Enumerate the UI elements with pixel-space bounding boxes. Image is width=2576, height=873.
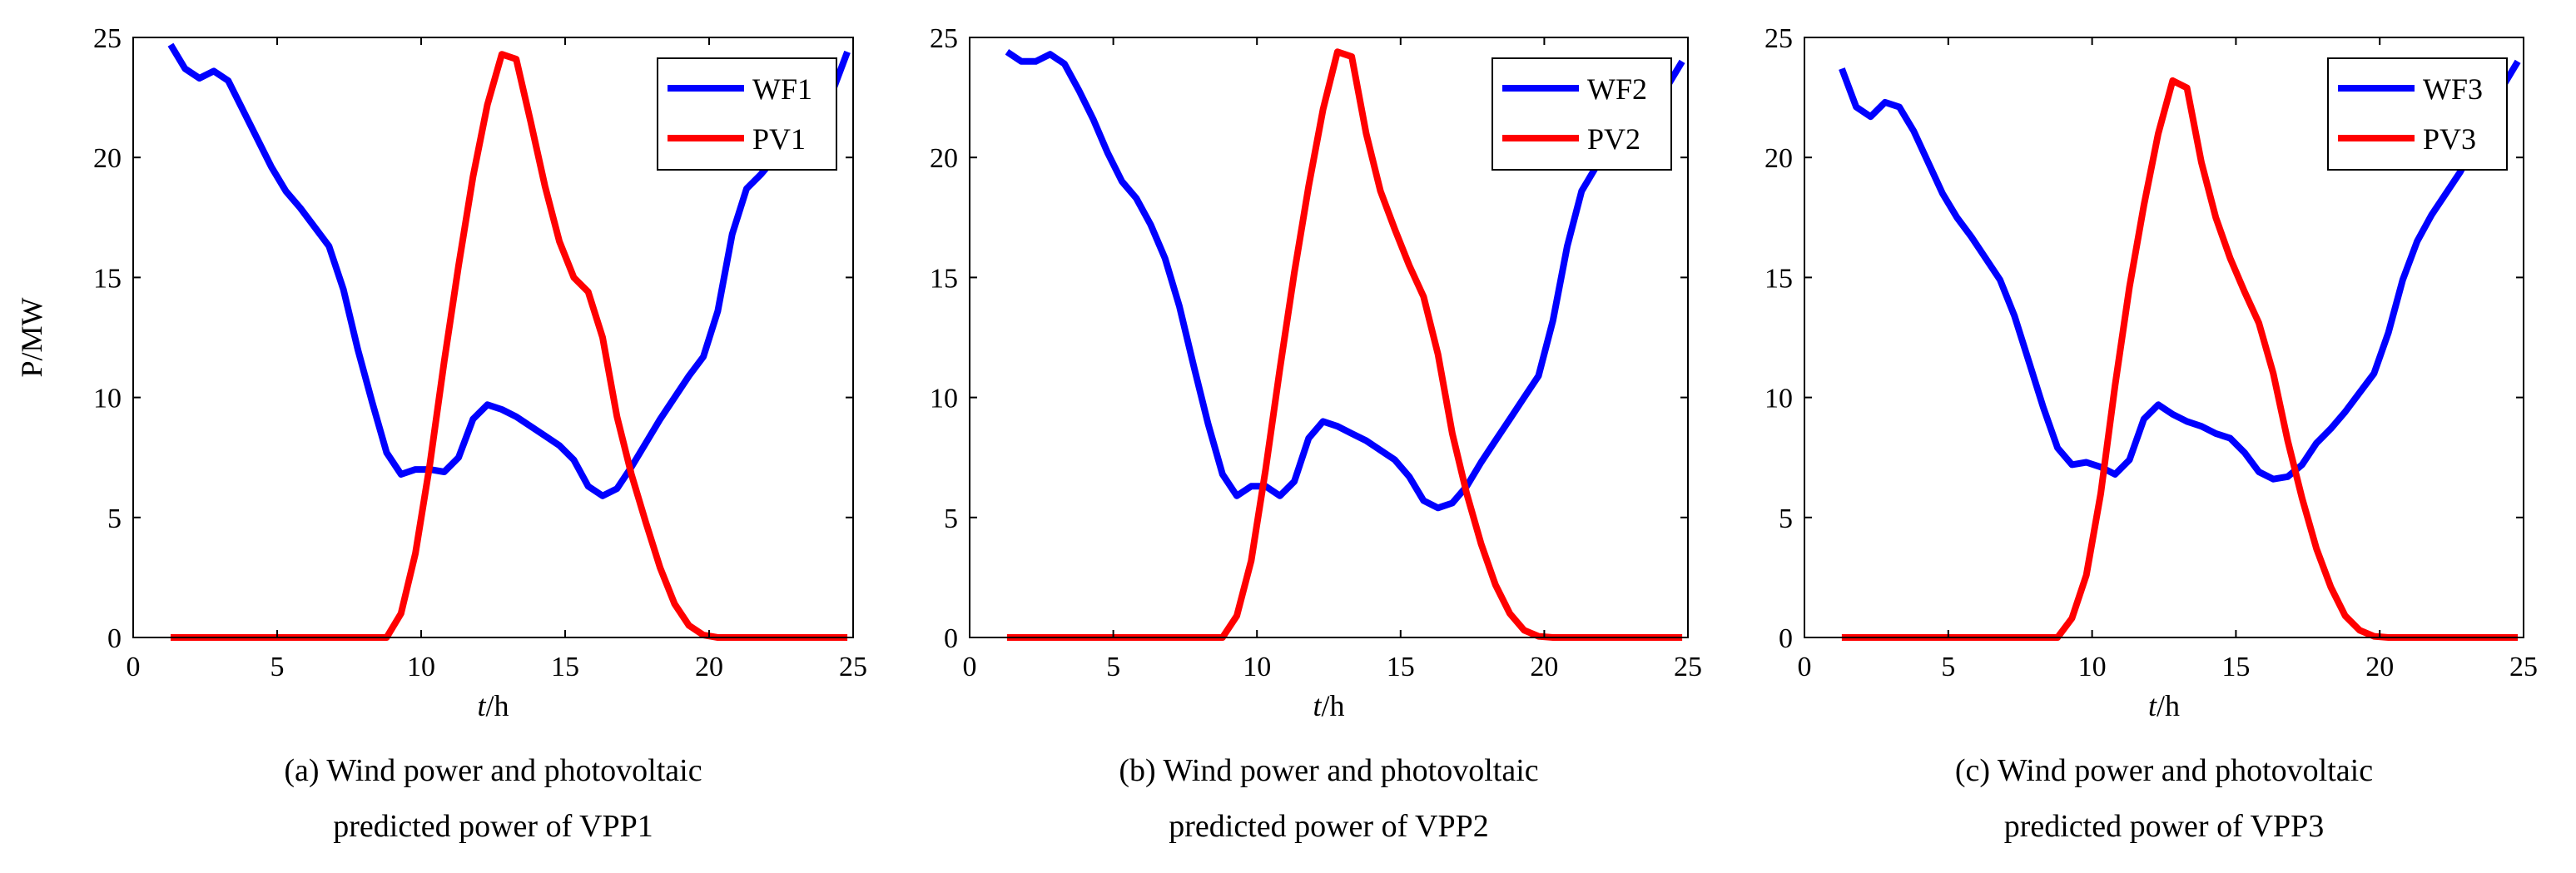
- series-line-pv3: [1841, 77, 2519, 641]
- x-tick-label: 20: [1530, 652, 1558, 682]
- x-tick-label: 0: [963, 652, 977, 682]
- x-axis-label-variable: t: [2148, 689, 2157, 722]
- y-axis-label: P/MW: [15, 297, 48, 377]
- legend-label-wf1: WF1: [752, 72, 812, 106]
- x-tick-label: 10: [407, 652, 435, 682]
- caption-line-1: (b) Wind power and photovoltaic: [1119, 753, 1538, 788]
- legend-box: [1491, 57, 1672, 171]
- legend-box: [657, 57, 837, 171]
- legend-label-pv3: PV3: [2423, 122, 2476, 156]
- x-tick-label: 25: [2509, 652, 2538, 682]
- y-tick-label: 15: [930, 263, 958, 294]
- plot-frame: [969, 37, 1689, 638]
- x-tick-label: 25: [1674, 652, 1702, 682]
- legend-label-pv1: PV1: [752, 122, 806, 156]
- caption-line-2: predicted power of VPP1: [333, 809, 653, 844]
- caption-line-2: predicted power of VPP3: [2004, 809, 2325, 844]
- series-line-pv2: [1006, 48, 1683, 641]
- x-tick-label: 20: [2365, 652, 2394, 682]
- x-tick-label: 0: [127, 652, 141, 682]
- y-tick-label: 15: [93, 263, 122, 294]
- caption-line-1: (c) Wind power and photovoltaic: [1955, 753, 2373, 788]
- x-tick-label: 5: [1941, 652, 1955, 682]
- y-tick-label: 10: [1764, 384, 1793, 414]
- y-tick-label: 20: [1764, 143, 1793, 174]
- y-tick-label: 5: [107, 503, 122, 534]
- y-tick-label: 10: [930, 384, 958, 414]
- x-tick-label: 15: [1387, 652, 1415, 682]
- plot-frame: [132, 37, 854, 638]
- x-axis-label-variable: t: [477, 689, 486, 722]
- x-tick-label: 15: [551, 652, 579, 682]
- series-line-wf2: [1005, 48, 1685, 512]
- x-tick-label: 15: [2221, 652, 2250, 682]
- x-tick-label: 25: [839, 652, 867, 682]
- series-line-wf1: [167, 42, 851, 499]
- x-axis-label: t/h: [2148, 689, 2180, 722]
- series-line-pv1: [171, 51, 848, 641]
- y-tick-label: 5: [944, 503, 958, 534]
- y-tick-label: 20: [930, 143, 958, 174]
- x-tick-label: 5: [1106, 652, 1120, 682]
- x-axis-label: t/h: [477, 689, 509, 722]
- y-tick-label: 0: [1779, 623, 1793, 654]
- x-axis-label: t/h: [1313, 689, 1344, 722]
- legend-label-wf2: WF2: [1587, 72, 1647, 106]
- x-tick-label: 5: [271, 652, 285, 682]
- series-line-wf3: [1839, 59, 2521, 483]
- x-tick-label: 20: [695, 652, 723, 682]
- y-tick-label: 0: [944, 623, 958, 654]
- legend-box: [2327, 57, 2508, 171]
- y-tick-label: 10: [93, 384, 122, 414]
- y-tick-label: 25: [1764, 23, 1793, 54]
- y-tick-label: 25: [93, 23, 122, 54]
- legend-label-pv2: PV2: [1587, 122, 1640, 156]
- caption-line-2: predicted power of VPP2: [1169, 809, 1489, 844]
- plot-frame: [1804, 37, 2524, 638]
- caption-line-1: (a) Wind power and photovoltaic: [284, 753, 702, 788]
- x-axis-label-unit: /h: [486, 689, 509, 722]
- y-tick-label: 5: [1779, 503, 1793, 534]
- x-tick-label: 0: [1798, 652, 1812, 682]
- legend-label-wf3: WF3: [2423, 72, 2483, 106]
- y-tick-label: 15: [1764, 263, 1793, 294]
- y-tick-label: 25: [930, 23, 958, 54]
- x-axis-label-unit: /h: [2157, 689, 2180, 722]
- x-tick-label: 10: [1243, 652, 1271, 682]
- x-axis-label-variable: t: [1313, 689, 1322, 722]
- x-tick-label: 10: [2078, 652, 2107, 682]
- y-tick-label: 0: [107, 623, 122, 654]
- x-axis-label-unit: /h: [1322, 689, 1345, 722]
- y-tick-label: 20: [93, 143, 122, 174]
